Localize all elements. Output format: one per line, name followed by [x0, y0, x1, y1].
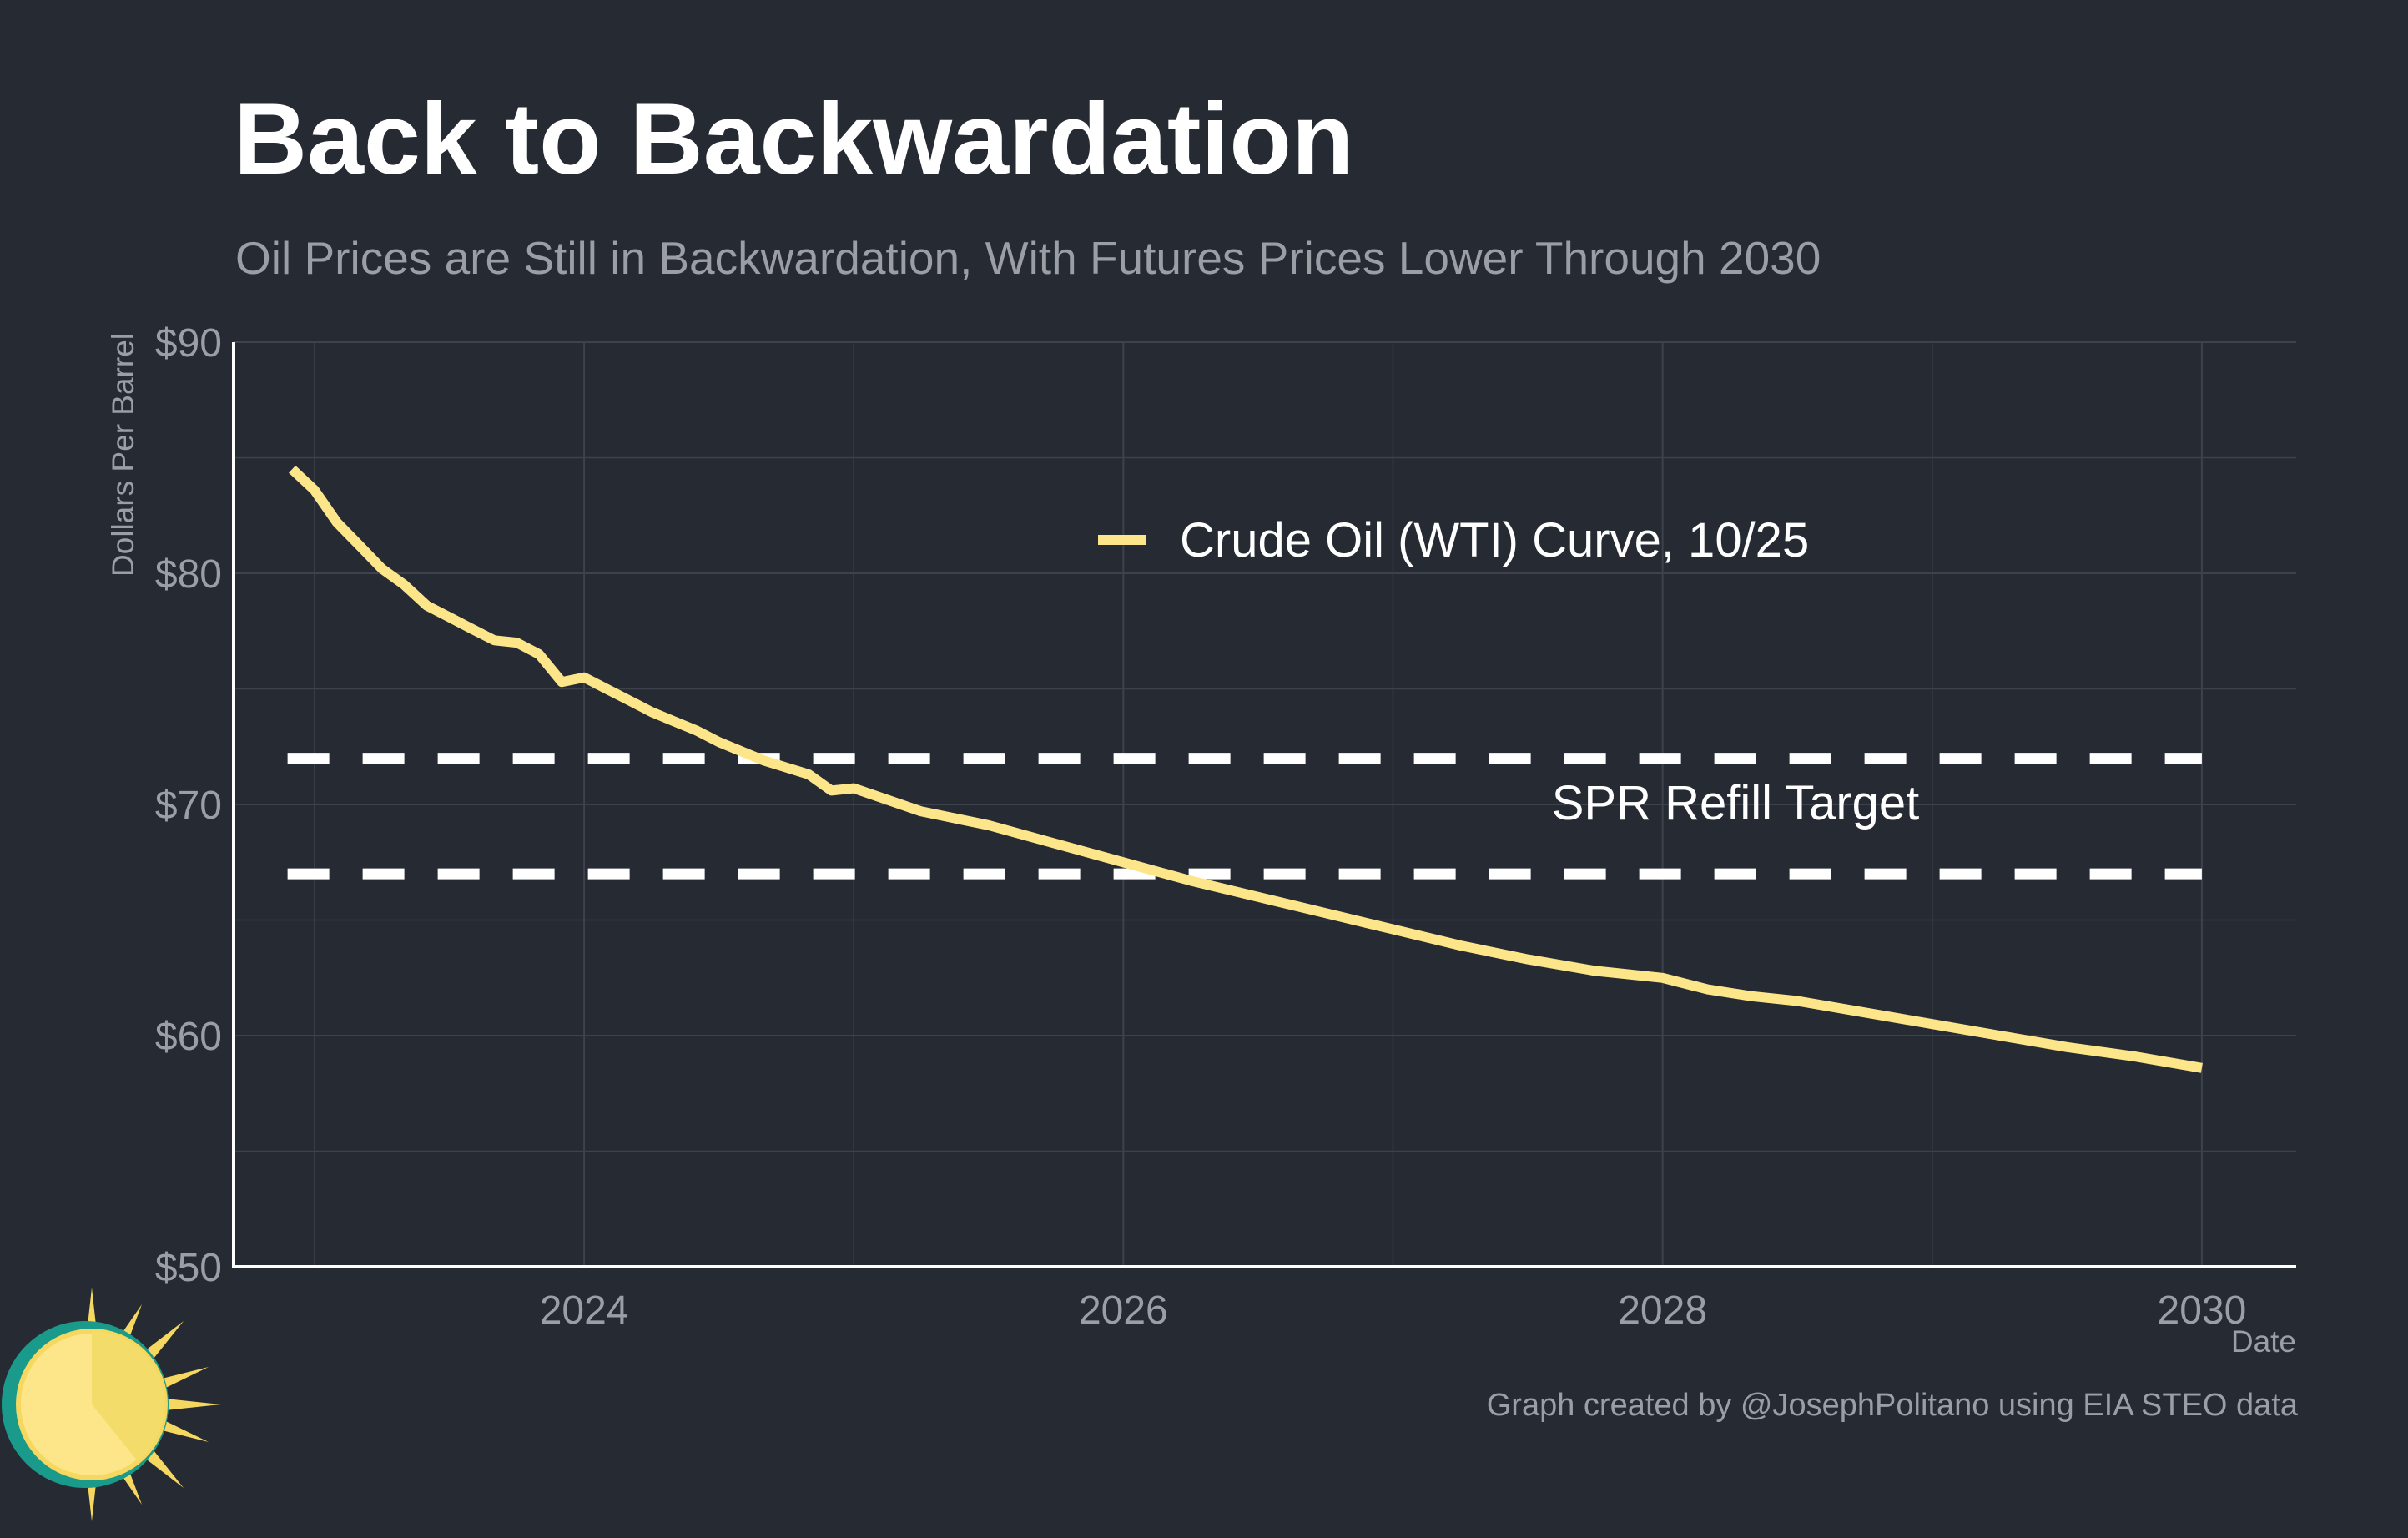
y-tick-label: $60 — [155, 1015, 222, 1059]
spr-target-label: SPR Refill Target — [1552, 776, 1920, 830]
grid-lines — [234, 341, 2296, 1268]
y-tick-label: $50 — [155, 1246, 222, 1290]
credit-text: Graph created by @JosephPolitano using E… — [1486, 1388, 2298, 1423]
legend-label: Crude Oil (WTI) Curve, 10/25 — [1180, 513, 1809, 567]
y-axis-label: Dollars Per Barrel — [106, 333, 140, 577]
spr-target-lines — [287, 753, 2202, 880]
x-tick-label: 2030 — [2158, 1288, 2247, 1333]
legend: Crude Oil (WTI) Curve, 10/25 — [1098, 513, 1809, 567]
axes — [232, 342, 2296, 1268]
chart-subtitle: Oil Prices are Still in Backwardation, W… — [235, 232, 1821, 284]
series-lines — [289, 465, 2203, 1073]
y-tick-label: $80 — [155, 552, 222, 597]
chart-title: Back to Backwardation — [234, 82, 1354, 195]
y-tick-label: $70 — [155, 784, 222, 828]
series-line-wti — [289, 465, 2203, 1073]
x-axis-label: Date — [2231, 1324, 2296, 1359]
x-tick-label: 2028 — [1618, 1288, 1707, 1333]
y-tick-label: $90 — [155, 321, 222, 366]
x-tick-label: 2026 — [1079, 1288, 1168, 1333]
sun-logo-icon — [2, 1288, 221, 1521]
tick-labels: $50 $60 $70 $80 $90 2024 2026 2028 2030 — [155, 321, 2246, 1333]
sun-shade — [92, 1331, 165, 1461]
x-tick-label: 2024 — [540, 1288, 629, 1333]
